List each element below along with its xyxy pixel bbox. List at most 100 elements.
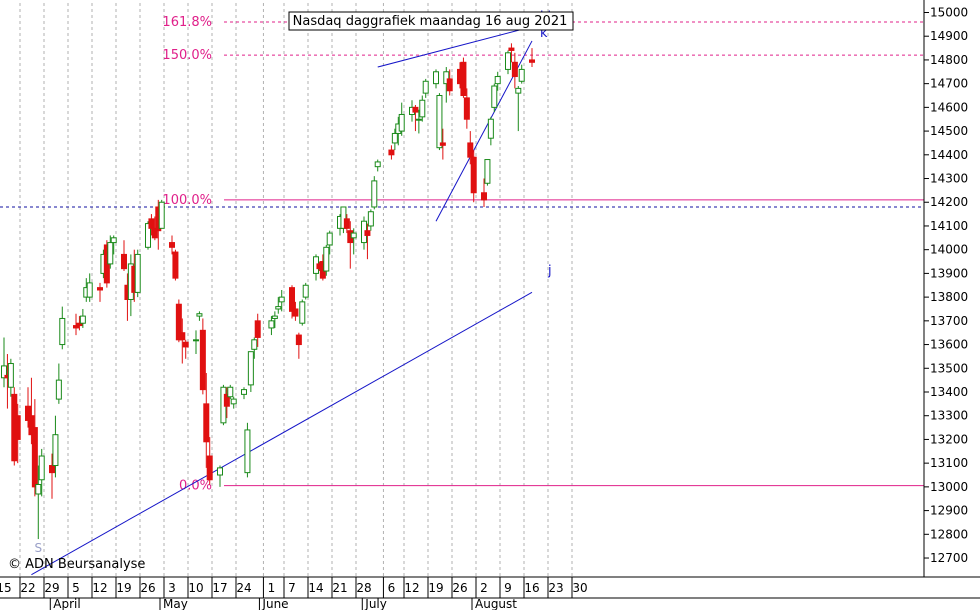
candle [244,422,251,478]
candle [484,159,491,186]
candle-body-down [343,218,350,229]
x-tick-label: 3 [168,581,176,595]
month-label: June [261,597,288,610]
x-tick-label: 5 [72,581,80,595]
candle-body-up [371,180,378,208]
candle-body-down [169,242,175,248]
fib-level-label: 0.0% [179,479,212,494]
candle [289,285,295,319]
candle [251,337,258,359]
candle [443,67,450,103]
x-tick-label: 19 [116,581,131,595]
candle [230,396,237,409]
candle [271,311,278,328]
candle [107,235,114,269]
candle [247,351,254,392]
candle [295,332,302,359]
candle [398,102,405,136]
candle-body-up [35,483,42,495]
x-tick-label: 2 [480,581,488,595]
candle [505,50,511,75]
trendline-2 [377,26,533,68]
candle [35,465,42,540]
trendline-label: k [540,26,548,41]
candle-body-up [268,320,275,329]
candle-body-up [487,118,494,139]
y-tick-label: 12700 [930,551,968,565]
candle [326,230,333,255]
candle-body-up [398,113,405,132]
y-tick-label: 14300 [930,172,968,186]
x-tick-label: 12 [92,581,107,595]
candle [302,282,309,300]
candle [148,214,155,236]
candle [340,206,347,234]
candle-body-up [367,211,374,227]
y-tick-label: 13000 [930,480,968,494]
x-tick-label: 1 [268,581,276,595]
candle-body-up [227,386,234,398]
candle [31,399,38,497]
y-tick-label: 13200 [930,432,968,446]
candle-body-up [59,317,66,346]
y-tick-label: 15000 [930,5,968,19]
candle [422,78,429,98]
candle-body-down [446,78,453,92]
candle [223,387,230,419]
fib-level-label: 100.0% [162,193,212,208]
candle [52,415,59,478]
candle-body-up [374,161,381,168]
candle-body-down [388,149,395,156]
candle [487,116,494,146]
x-tick-label: 7 [288,581,296,595]
candle-body-up [193,339,199,342]
candle-body-up [491,85,498,108]
candle [268,316,275,336]
candle [7,358,14,397]
candle [343,214,350,234]
fib-level-label: 161.8% [162,15,212,30]
candle [412,104,419,132]
candle-body-down [412,106,419,113]
candle-body-up [275,306,282,310]
candle-body-up [278,296,285,303]
candle [470,150,477,203]
candle [467,131,474,165]
candle [371,176,378,210]
candle [518,64,525,84]
candle [158,199,165,229]
candle-body-down [148,218,155,229]
candle [446,69,453,96]
x-tick-label: 9 [504,581,512,595]
candle-body-up [134,253,141,293]
x-tick-label: 10 [188,581,203,595]
candle-body-down [151,227,158,239]
y-tick-label: 14400 [930,148,968,162]
candle [151,216,158,241]
candle-body-down [481,192,487,201]
fib-level-label: 150.0% [162,48,212,63]
x-tick-label: 26 [452,581,467,595]
candle-body-up [158,201,165,229]
candle-body-up [110,237,117,244]
chart-title-box [288,11,574,31]
candle-body-up [79,315,86,324]
y-tick-label: 13400 [930,385,968,399]
candle-body-up [484,159,491,184]
month-label: August [475,597,517,610]
candle [436,93,443,151]
candle-body-up [391,132,398,144]
copyright-text: © ADN Beursanalyse [8,557,145,572]
x-tick-label: 29 [44,581,59,595]
y-tick-label: 14000 [930,243,968,257]
x-tick-label: 14 [308,581,323,595]
y-tick-label: 13700 [930,314,968,328]
candle-body-up [340,206,347,229]
candle [439,128,446,160]
candle [86,273,93,302]
candle-body-down [206,455,213,481]
candle-body-down [254,320,261,338]
